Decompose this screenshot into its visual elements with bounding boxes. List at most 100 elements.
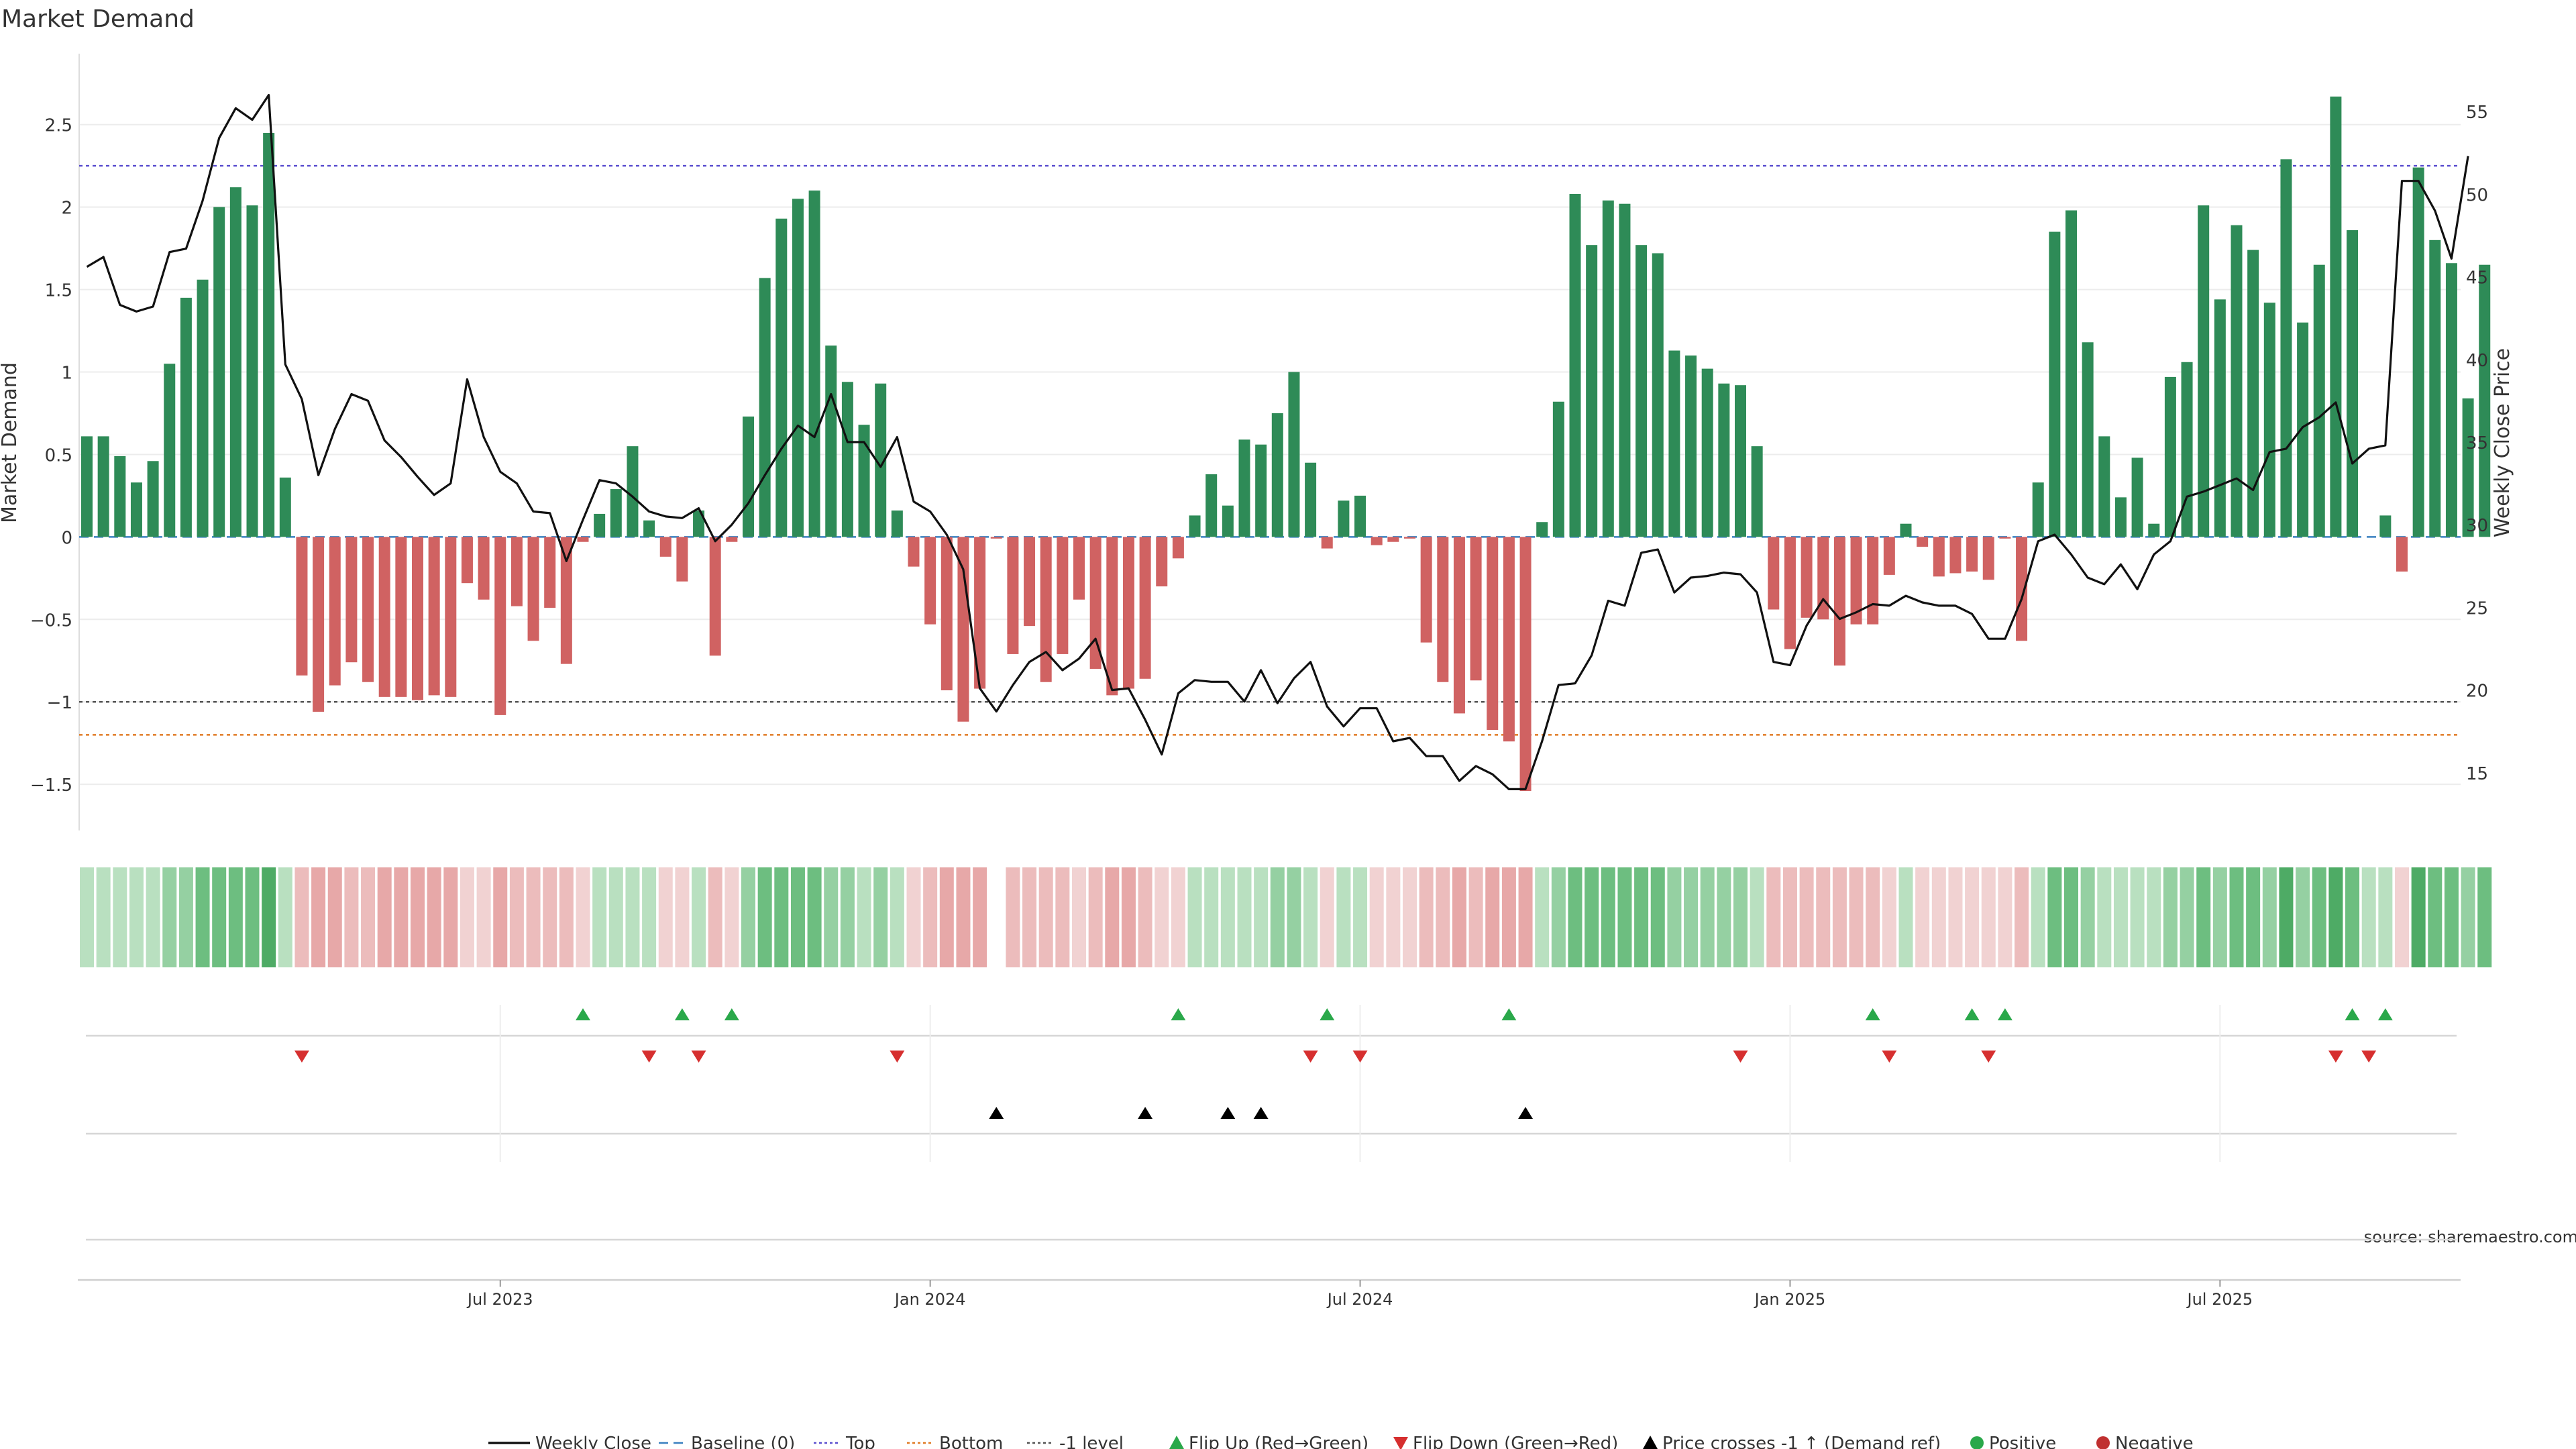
flip-up-marker [1865, 1008, 1880, 1020]
strip-cell [2031, 867, 2045, 967]
y-tick-label: 1 [61, 364, 72, 384]
strip-cell [526, 867, 541, 967]
demand-bar [2198, 205, 2210, 537]
legend-swatch [1643, 1436, 1658, 1449]
strip-cell [1882, 867, 1896, 967]
strip-cell [1898, 867, 1913, 967]
strip-cell [2279, 867, 2294, 967]
weekly-close-line [86, 94, 2469, 791]
strip-cell [1551, 867, 1566, 967]
flip-down-marker [1352, 1051, 1368, 1063]
strip-cell [96, 867, 111, 967]
demand-bar [511, 537, 523, 606]
demand-bar [1189, 515, 1201, 537]
strip-cell [608, 867, 623, 967]
y-tick-label: 2 [61, 199, 72, 219]
strip-cell [1155, 867, 1169, 967]
strip-cell [1436, 867, 1450, 967]
strip-cell [245, 867, 260, 967]
legend-label: Top [845, 1434, 875, 1449]
demand-bar [1652, 253, 1664, 537]
demand-bars [81, 96, 2491, 791]
demand-bar [1255, 444, 1267, 537]
y2-tick-label: 20 [2466, 682, 2488, 702]
demand-bar [2429, 239, 2441, 537]
x-tick-label: Jul 2024 [1326, 1290, 1393, 1309]
demand-bar [2082, 342, 2094, 537]
strip-cell [790, 867, 805, 967]
flip-up-marker [576, 1008, 590, 1020]
demand-bar [378, 537, 390, 697]
strip-cell [1353, 867, 1368, 967]
strip-cell [2361, 867, 2376, 967]
strip-cell [1220, 867, 1235, 967]
strip-cell [1022, 867, 1037, 967]
flip-down-marker [1882, 1051, 1897, 1063]
strip-cell [757, 867, 772, 967]
strip-cell [228, 867, 243, 967]
strip-cell [1204, 867, 1219, 967]
legend-swatch [1393, 1437, 1408, 1449]
demand-bar [1453, 537, 1465, 714]
strip-cell [1700, 867, 1715, 967]
demand-bar [1057, 537, 1069, 654]
demand-bar [2231, 225, 2243, 537]
flip-down-marker [1303, 1051, 1318, 1063]
strip-cell [1568, 867, 1582, 967]
demand-bar [2247, 250, 2259, 537]
demand-bar [2214, 299, 2226, 537]
demand-bar [1338, 500, 1350, 537]
flip-up-marker [724, 1008, 739, 1020]
demand-bar [1024, 537, 1036, 627]
strip-cell [576, 867, 590, 967]
demand-bar [1321, 537, 1333, 549]
strip-cell [411, 867, 425, 967]
strip-cell [460, 867, 474, 967]
demand-bar [1999, 537, 2011, 539]
strip-cell [1121, 867, 1136, 967]
demand-bar [2263, 303, 2275, 537]
event-markers-panel [86, 1005, 2457, 1241]
strip-cell [2296, 867, 2310, 967]
demand-bar [875, 383, 887, 537]
strip-cell [956, 867, 971, 967]
strip-cell [1518, 867, 1533, 967]
strip-cell [675, 867, 690, 967]
demand-bar [693, 511, 705, 537]
strip-cell [262, 867, 276, 967]
strip-cell [2196, 867, 2211, 967]
demand-bar [1387, 537, 1399, 542]
demand-bar [1007, 537, 1019, 654]
demand-bar [1305, 462, 1317, 537]
legend-label: Price crosses -1 ↑ (Demand ref) [1662, 1434, 1941, 1449]
strip-cell [2328, 867, 2343, 967]
strip-cell [625, 867, 640, 967]
demand-bar [1404, 537, 1415, 539]
demand-bar [2032, 482, 2044, 537]
demand-bar [1949, 537, 1962, 574]
legend-label: Baseline (0) [691, 1434, 795, 1449]
strip-cell [1336, 867, 1351, 967]
strip-cell [1998, 867, 2012, 967]
demand-bar [2016, 537, 2028, 641]
strip-cell [2345, 867, 2360, 967]
legend-label: Weekly Close [535, 1434, 651, 1449]
demand-bar [1602, 200, 1614, 537]
flip-down-marker [641, 1051, 657, 1063]
y-tick-label: −0.5 [30, 610, 72, 631]
strip-cell [1667, 867, 1682, 967]
flip-up-marker [2345, 1008, 2360, 1020]
strip-cell [113, 867, 127, 967]
strip-cell [1485, 867, 1500, 967]
demand-bar [1635, 245, 1648, 537]
demand-bar [279, 477, 291, 537]
demand-bar [2280, 159, 2292, 537]
demand-bar [544, 537, 556, 608]
strip-cell [1915, 867, 1930, 967]
strip-cell [642, 867, 657, 967]
strip-cell [2246, 867, 2261, 967]
strip-cell [1369, 867, 1384, 967]
demand-bar [676, 537, 688, 582]
strip-cell [2477, 867, 2492, 967]
demand-bar [461, 537, 473, 584]
